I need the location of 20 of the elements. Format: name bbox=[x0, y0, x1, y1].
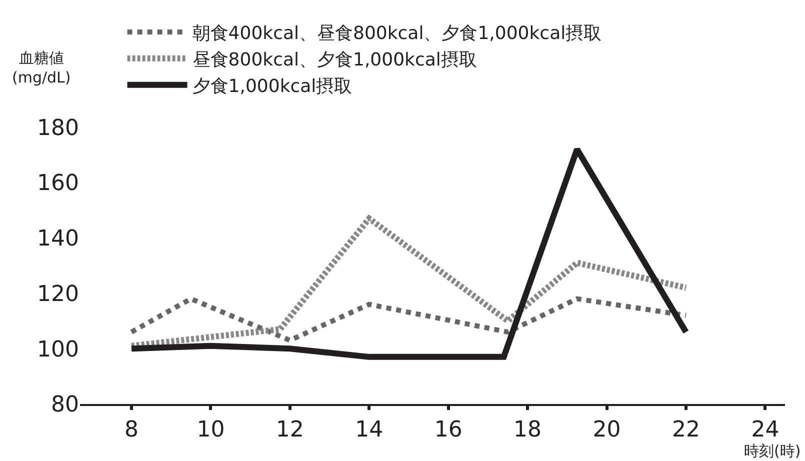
x-tick-label: 12 bbox=[276, 417, 304, 442]
y-tick-label: 100 bbox=[37, 337, 79, 362]
legend-label: 昼食800kcal、夕食1,000kcal摂取 bbox=[192, 49, 477, 70]
x-tick-label: 22 bbox=[672, 417, 700, 442]
x-axis-title: 時刻(時) bbox=[744, 442, 801, 460]
x-tick-label: 24 bbox=[751, 417, 780, 442]
x-tick-label: 14 bbox=[355, 417, 384, 442]
y-tick-label: 180 bbox=[37, 116, 79, 141]
legend-label: 朝食400kcal、昼食800kcal、夕食1,000kcal摂取 bbox=[192, 23, 602, 44]
y-tick-label: 140 bbox=[37, 226, 79, 252]
legend-label: 夕食1,000kcal摂取 bbox=[192, 76, 352, 97]
x-tick-label: 20 bbox=[592, 417, 621, 442]
y-tick-label: 80 bbox=[51, 392, 79, 418]
x-tick-label: 8 bbox=[124, 417, 138, 442]
x-tick-label: 18 bbox=[514, 417, 542, 442]
y-tick-label: 120 bbox=[37, 282, 79, 307]
y-axis-title: 血糖値 (mg/dL) bbox=[12, 49, 71, 86]
x-tick-label: 16 bbox=[434, 417, 462, 442]
y-tick-label: 160 bbox=[37, 171, 79, 196]
x-tick-label: 10 bbox=[196, 417, 225, 442]
